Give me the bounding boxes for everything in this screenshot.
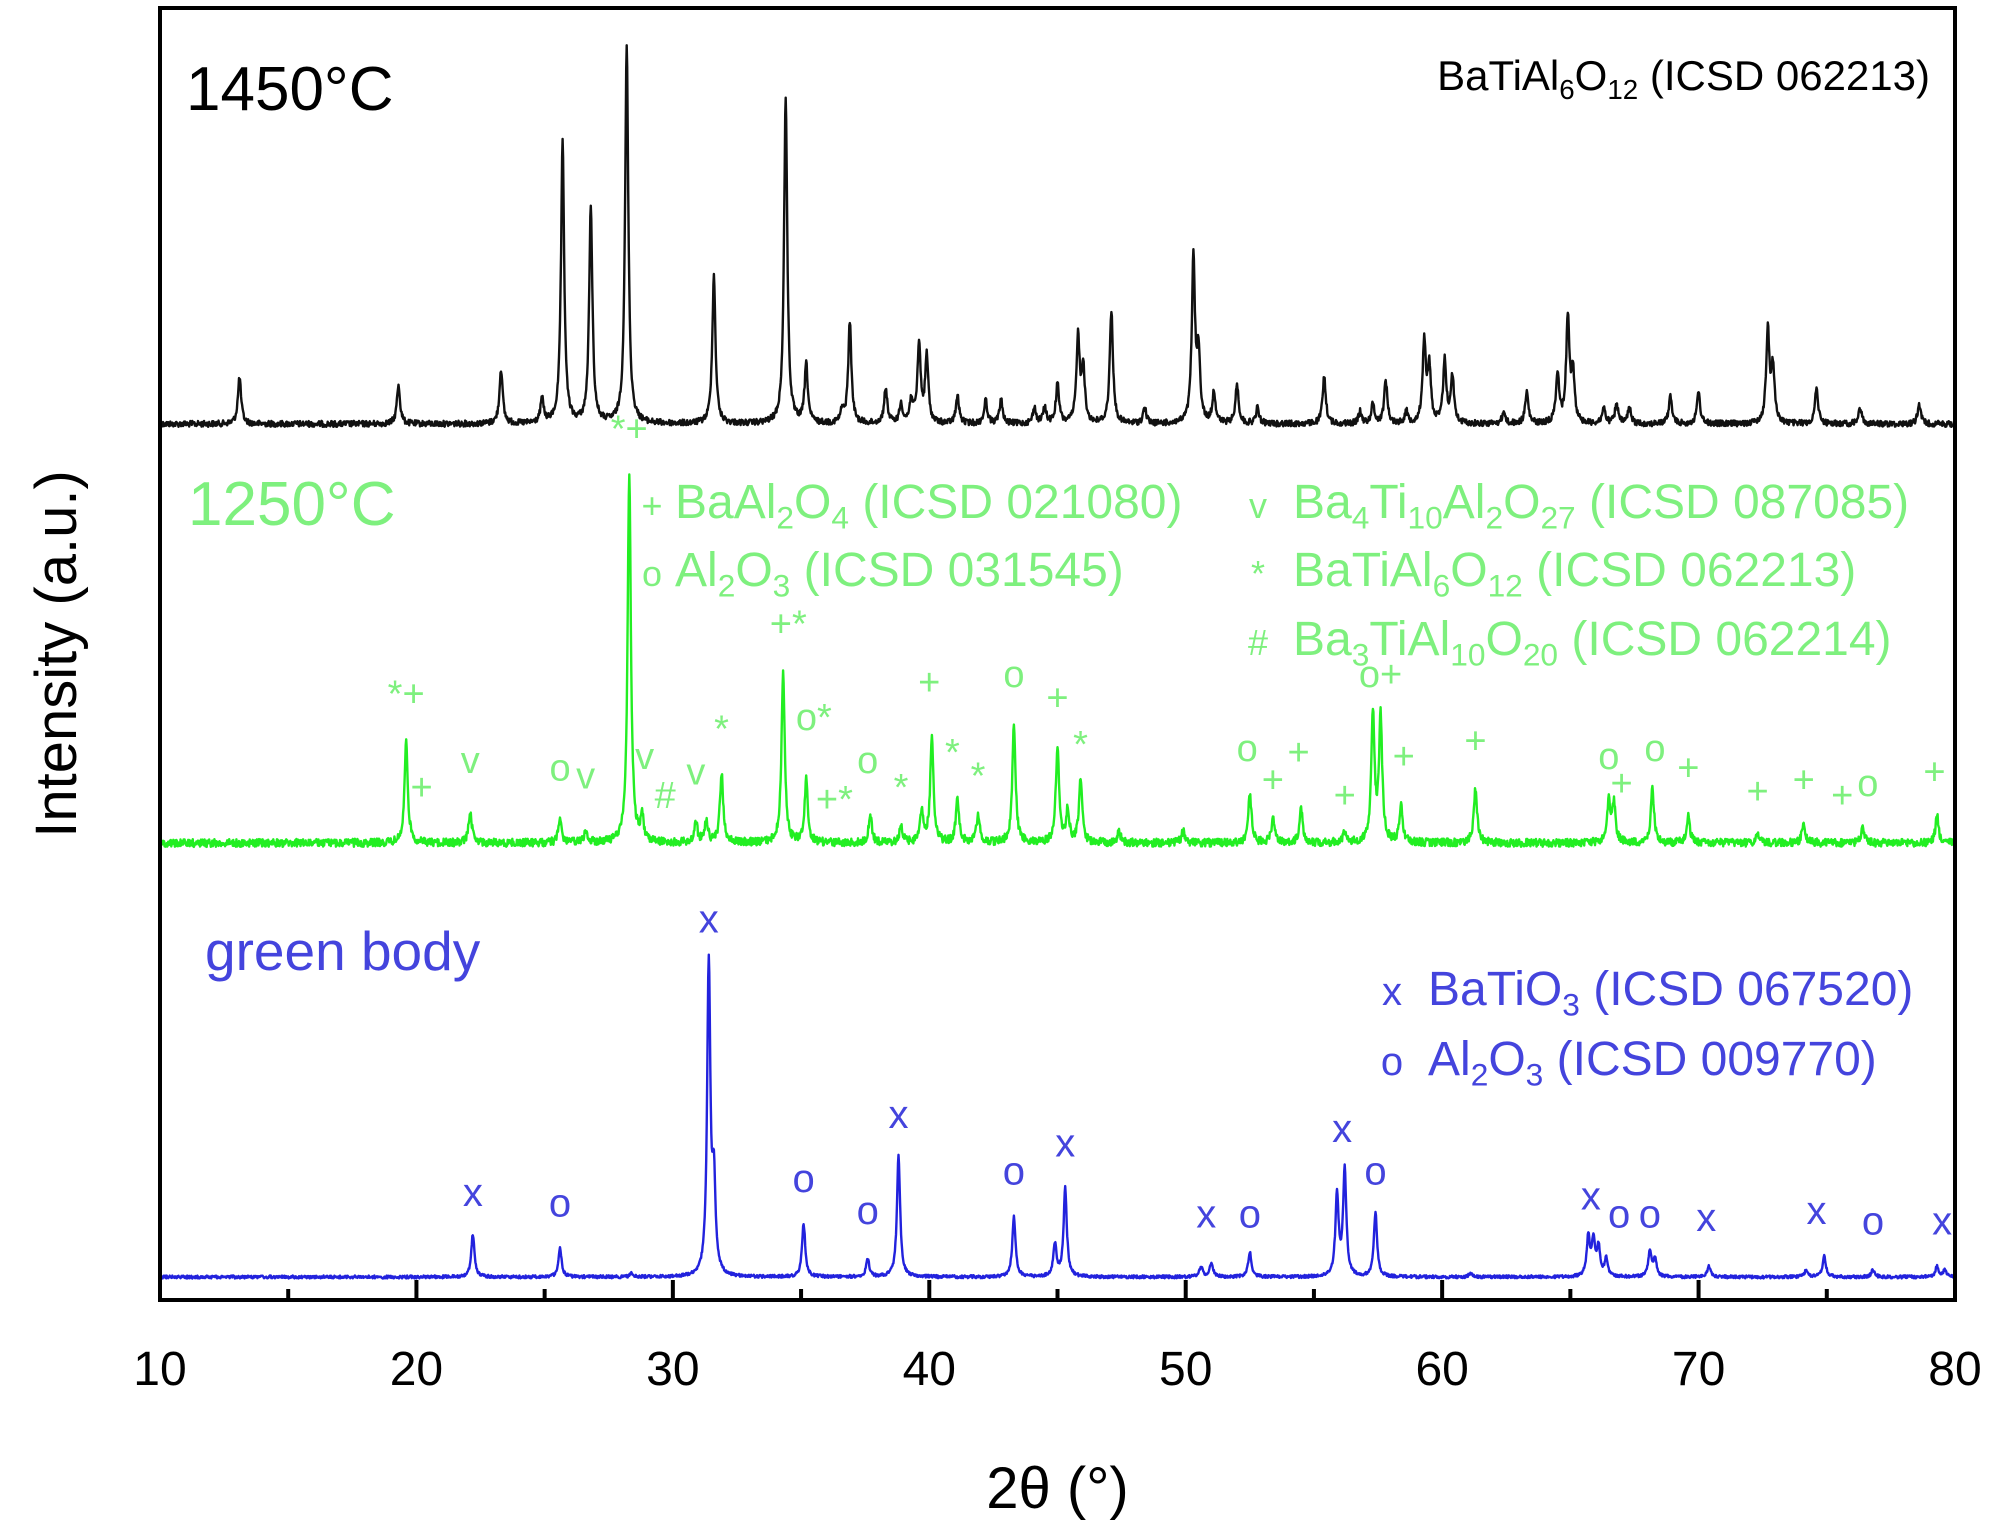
legend-green-entry: Al2O3 (ICSD 009770) (1428, 1033, 1877, 1093)
peak-mark-green: x (889, 1093, 909, 1137)
peak-mark-1250: *+ (611, 408, 648, 450)
peak-mark-green: x (1196, 1192, 1216, 1236)
peak-mark-green: x (1581, 1175, 1601, 1219)
peak-mark-1250: o (857, 740, 878, 782)
peak-mark-green: x (1332, 1107, 1352, 1151)
peak-mark-1250: * (1073, 724, 1088, 766)
peak-mark-green: x (1807, 1189, 1827, 1233)
peak-mark-1250: + (1923, 752, 1945, 794)
peak-mark-1250: v (686, 752, 705, 794)
peak-mark-green: o (857, 1189, 879, 1233)
peak-mark-green: o (1608, 1192, 1630, 1236)
trace-2 (158, 473, 1957, 849)
trace-3 (158, 953, 1957, 1280)
peak-mark-1250: # (655, 775, 676, 817)
x-tick-label: 60 (1415, 1343, 1468, 1396)
peak-mark-1250: *+ (388, 674, 425, 716)
peak-mark-green: o (1364, 1150, 1386, 1194)
peak-mark-green: x (463, 1171, 483, 1215)
trace-1 (158, 44, 1956, 429)
peak-mark-1250: +* (770, 603, 807, 645)
label-1250: 1250°C (188, 470, 396, 539)
peak-mark-1250: o (549, 748, 570, 790)
peak-mark-1250: + (1464, 720, 1486, 762)
peak-mark-1250: + (1287, 732, 1309, 774)
legend-1250-entry: Ba3TiAl10O20 (ICSD 062214) (1293, 613, 1892, 673)
peak-mark-1250: o (1237, 728, 1258, 770)
x-tick-label: 80 (1928, 1343, 1981, 1396)
x-axis-title: 2θ (°) (986, 1456, 1128, 1521)
peak-mark-green: x (1932, 1199, 1952, 1243)
x-tick-label: 20 (390, 1343, 443, 1396)
x-tick-label: 30 (646, 1343, 699, 1396)
peak-mark-1250: * (971, 755, 986, 797)
peak-mark-1250: + (1046, 677, 1068, 719)
peak-mark-1250: v (576, 755, 595, 797)
x-tick-label: 50 (1159, 1343, 1212, 1396)
legend-1250-entry: BaAl2O4 (ICSD 021080) (675, 476, 1182, 536)
peak-mark-1250: o (1598, 736, 1619, 778)
legend-green-entry: BaTiO3 (ICSD 067520) (1428, 963, 1913, 1023)
peak-mark-1250: o (1644, 728, 1665, 770)
peak-mark-green: x (699, 898, 719, 942)
legend-1250-entry: BaTiAl6O12 (ICSD 062213) (1293, 544, 1856, 604)
peak-mark-1250: + (410, 767, 432, 809)
peak-mark-1250: + (1831, 775, 1853, 817)
peak-mark-green: o (1862, 1199, 1884, 1243)
legend-1250-entry: Al2O3 (ICSD 031545) (675, 544, 1124, 604)
peak-mark-1250: v (635, 736, 654, 778)
x-tick-label: 10 (133, 1343, 186, 1396)
legend-green-symbol: x (1382, 970, 1402, 1014)
x-tick-label: 70 (1672, 1343, 1725, 1396)
y-axis-title: Intensity (a.u.) (24, 470, 89, 837)
peak-mark-1250: + (1677, 748, 1699, 790)
peak-mark-1250: +* (816, 779, 853, 821)
peak-mark-green: o (549, 1182, 571, 1226)
legend-green-symbol: o (1381, 1040, 1403, 1084)
peak-mark-green: o (793, 1157, 815, 1201)
x-tick-label: 40 (903, 1343, 956, 1396)
peak-mark-1250: + (1393, 736, 1415, 778)
peak-mark-1250: * (714, 709, 729, 751)
traces-layer (158, 44, 1957, 1280)
peak-mark-1250: o (1003, 654, 1024, 696)
legend-1250-symbol: * (1251, 553, 1265, 594)
peak-mark-1250: + (1262, 759, 1284, 801)
peak-mark-1250: o (1857, 763, 1878, 805)
peak-mark-1250: + (1746, 771, 1768, 813)
peak-mark-1250: o* (796, 697, 832, 739)
peak-mark-1250: o+ (1359, 654, 1402, 696)
peak-mark-green: o (1639, 1192, 1661, 1236)
peak-marks-layer: *++v o v*+v#v*+*o*+*o*+**o+* o+++o++ + o+o ++ +… (388, 408, 1952, 1243)
legend-1250-symbol: + (641, 485, 662, 526)
peak-mark-1250: + (1334, 775, 1356, 817)
legend-1250-entry: Ba4Ti10Al2O27 (ICSD 087085) (1293, 476, 1909, 536)
peak-mark-1250: + (918, 662, 940, 704)
legend-1250-symbol: v (1249, 485, 1267, 526)
peak-mark-green: o (1003, 1150, 1025, 1194)
label-1450: 1450°C (186, 55, 394, 124)
peak-mark-green: x (1055, 1121, 1075, 1165)
peak-mark-1250: * (894, 767, 909, 809)
annotation-layer: 1450°C BaTiAl6O12 (ICSD 062213) 1250°C gree… (24, 52, 1930, 1521)
peak-mark-green: o (1239, 1192, 1261, 1236)
peak-mark-1250: * (945, 732, 960, 774)
peak-mark-1250: + (1793, 759, 1815, 801)
peak-mark-1250: + (1611, 763, 1633, 805)
peak-mark-green: x (1696, 1196, 1716, 1240)
legend-1250-symbol: o (642, 553, 662, 594)
x-axis-ticks: 10 20 30 40 50 60 70 80 (133, 1280, 1982, 1396)
peak-mark-1250: v (461, 740, 480, 782)
label-green-body: green body (205, 920, 481, 982)
legend-1250-symbol: # (1248, 622, 1268, 663)
ref-1450: BaTiAl6O12 (ICSD 062213) (1437, 52, 1930, 105)
